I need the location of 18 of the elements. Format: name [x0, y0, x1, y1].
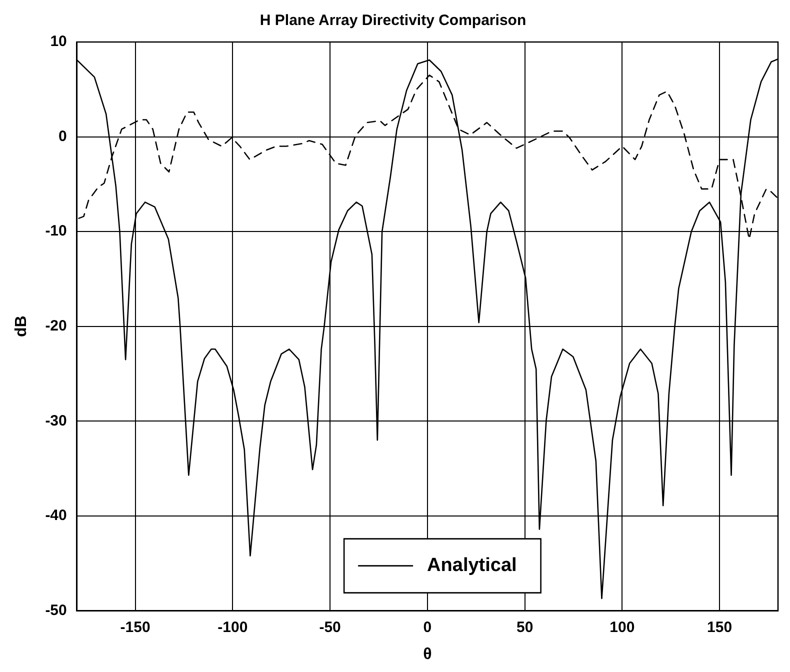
x-tick-label: -100: [218, 618, 248, 636]
y-tick-label: -50: [45, 602, 67, 619]
y-tick-label: 10: [50, 33, 67, 50]
y-tick-label: 0: [58, 128, 67, 145]
x-tick-label: 0: [423, 618, 432, 636]
legend-label: Analytical: [427, 555, 517, 576]
x-axis-title: θ: [423, 646, 432, 663]
y-tick-label: -20: [45, 318, 67, 335]
x-tick-label: 50: [516, 618, 534, 636]
x-tick-label: 150: [707, 618, 732, 636]
y-axis-title: dB: [13, 316, 30, 338]
x-tick-label: -50: [319, 618, 341, 636]
y-tick-label: -10: [45, 222, 67, 240]
y-tick-label: -40: [45, 507, 67, 524]
chart-title: H Plane Array Directivity Comparison: [260, 12, 526, 30]
y-tick-label: -30: [45, 412, 67, 430]
x-tick-label: 100: [610, 618, 635, 636]
x-tick-label: -150: [120, 618, 150, 636]
